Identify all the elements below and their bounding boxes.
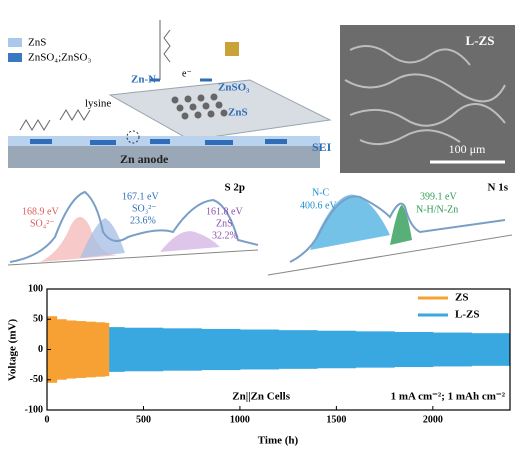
voltage-band [124,327,164,372]
y-axis-title: Voltage (mV) [7,319,19,382]
voltage-band [162,328,202,371]
marker [126,130,140,144]
legend-swatch [8,38,22,47]
schematic: ZnS ZnSO₄;ZnSO₃ lysine Zn-N e⁻ ZnSO₃ ZnS… [8,20,332,168]
molecule [159,20,171,80]
dots [171,93,228,120]
peak-energy: 167.1 eV [122,191,159,202]
peak-species: N-H/N-Zn [416,204,458,215]
annotation: 1 mA cm⁻²; 1 mAh cm⁻² [391,391,506,403]
voltage-band [239,329,279,370]
molecule [19,109,91,131]
y-tick-label: -100 [25,404,43,415]
sem-image: L-ZS 100 μm [340,25,515,173]
sem-label: L-ZS [466,33,495,48]
x-axis-title: Time (h) [258,435,299,447]
anode [8,142,320,168]
sulfate [225,42,239,56]
voltage-band [104,322,110,377]
peak-species: SO₃²⁻ [132,203,157,214]
x-tick-label: 500 [136,414,151,425]
voltage-band [85,321,96,378]
peak-energy: 161.8 eV [206,206,243,217]
panel-title: N 1s [488,182,509,194]
x-tick-label: 1500 [326,414,346,425]
annotation: Zn||Zn Cells [232,391,290,403]
peak-energy: 399.1 eV [420,191,457,202]
sem-background [340,25,515,173]
legend-label: ZnS [28,37,46,49]
legend-label: ZnSO₄;ZnSO₃ [28,52,91,64]
legend-swatch [8,53,22,62]
panel-title: S 2p [225,182,246,194]
y-tick-label: -50 [30,374,43,385]
voltage-band [355,331,395,368]
envelope [9,190,259,263]
sei-grains [30,139,287,145]
voltage-band [278,330,318,369]
plate [108,79,332,141]
legend-label: ZS [455,292,468,304]
voltage-band [394,331,434,368]
label: e⁻ [182,68,192,79]
x-tick-label: 0 [45,414,50,425]
voltage-band [317,330,357,369]
x-tick-label: 2000 [423,414,443,425]
y-tick-label: 0 [38,344,43,355]
peak-energy: 168.9 eV [22,206,59,217]
xps-n1s: N 1s N-C 400.6 eV 399.1 eV N-H/N-Zn [267,182,513,276]
label: lysine [85,98,111,110]
label: ZnS [228,107,248,119]
voltage-band [75,321,87,378]
label: SEI [312,140,332,154]
voltage-band [201,328,241,371]
label: Zn anode [120,152,169,166]
peak-species: N-C [312,187,330,198]
xps-s2p: S 2p 168.9 eV SO₄²⁻ 167.1 eV SO₃²⁻ 23.6%… [7,182,259,266]
scale-label: 100 μm [449,142,486,156]
baseline [7,249,259,266]
voltage-band [95,322,106,377]
label: ZnSO₃ [218,82,250,94]
baseline [267,234,513,276]
peak-share: 23.6% [130,215,156,226]
label: Zn-N [131,74,156,86]
peak-fill [310,194,390,250]
sem-texture [344,45,506,146]
peak-species: ZnS [216,218,233,229]
peak-share: 32.2% [212,230,238,241]
y-tick-label: 50 [33,314,43,325]
voltage-band [47,316,58,383]
x-tick-label: 1000 [230,414,250,425]
peak-energy: 400.6 eV [300,200,337,211]
y-tick-label: 100 [28,283,43,294]
voltage-band [66,320,77,379]
peak-fill [80,218,125,258]
peak-fill [160,231,220,252]
voltage-band [432,332,472,367]
voltage-band [56,319,67,380]
legend-label: L-ZS [455,309,479,321]
voltage-band [471,333,511,366]
voltage-chart: Voltage (mV) Time (h) Zn||Zn Cells 1 mA … [7,283,511,447]
envelope [289,195,506,263]
peak-species: SO₄²⁻ [30,218,55,229]
